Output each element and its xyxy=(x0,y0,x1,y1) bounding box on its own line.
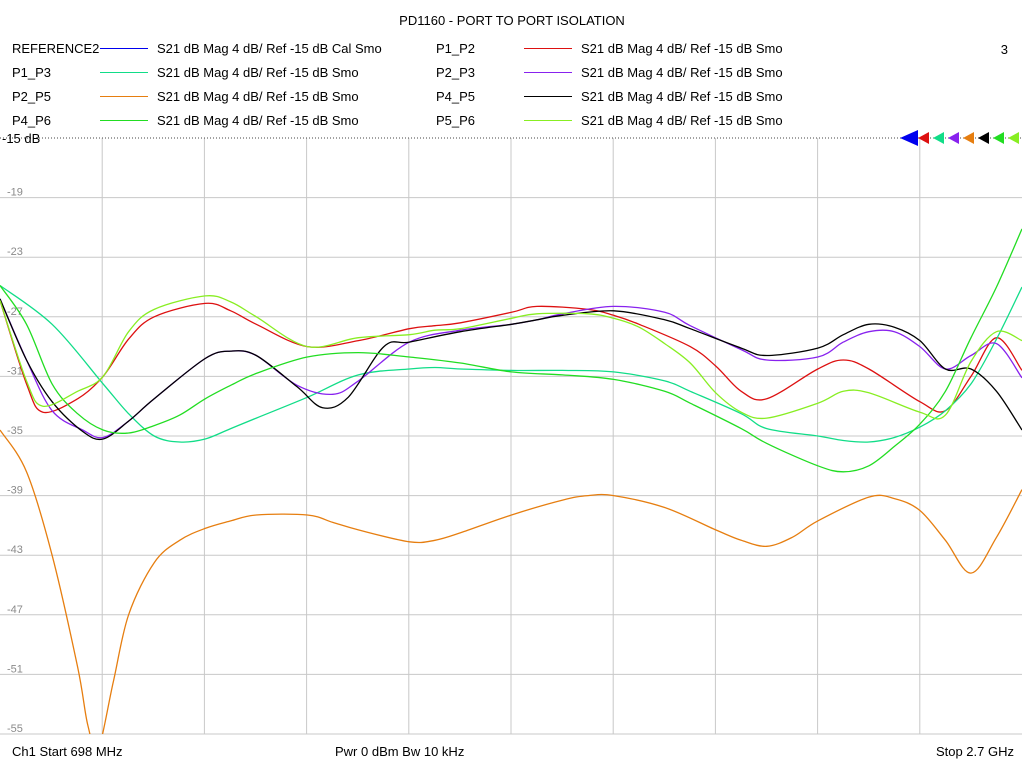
y-tick-label: -39 xyxy=(7,485,23,497)
reference-marker-p1-p2 xyxy=(918,132,929,144)
legend-item: P2_P5 S21 dB Mag 4 dB/ Ref -15 dB Smo xyxy=(12,89,432,107)
legend-series-desc: S21 dB Mag 4 dB/ Ref -15 dB Smo xyxy=(581,41,783,56)
y-tick-label: -51 xyxy=(7,663,23,675)
legend-series-desc: S21 dB Mag 4 dB/ Ref -15 dB Smo xyxy=(581,65,783,80)
reference-marker-reference2 xyxy=(900,130,918,146)
legend-series-desc: S21 dB Mag 4 dB/ Ref -15 dB Smo xyxy=(581,113,783,128)
legend-swatch xyxy=(100,72,148,73)
legend-item: P2_P3 S21 dB Mag 4 dB/ Ref -15 dB Smo xyxy=(436,65,856,83)
legend-series-desc: S21 dB Mag 4 dB/ Ref -15 dB Smo xyxy=(157,113,359,128)
y-tick-label: -47 xyxy=(7,604,23,616)
trace-p4-p6 xyxy=(0,228,1022,473)
legend-series-name: P4_P6 xyxy=(12,113,52,128)
trace-p1-p2 xyxy=(0,300,1022,414)
legend-series-name: P4_P5 xyxy=(436,89,476,104)
y-tick-label: -31 xyxy=(7,365,23,377)
footer-start: Ch1 Start 698 MHz xyxy=(12,744,123,759)
legend-item: P1_P2 S21 dB Mag 4 dB/ Ref -15 dB Smo xyxy=(436,41,856,59)
footer-stop: Stop 2.7 GHz xyxy=(935,744,1014,759)
legend-item: P4_P5 S21 dB Mag 4 dB/ Ref -15 dB Smo xyxy=(436,89,856,107)
legend-swatch xyxy=(524,72,572,73)
legend-item: P1_P3 S21 dB Mag 4 dB/ Ref -15 dB Smo xyxy=(12,65,432,83)
legend-series-name: P2_P5 xyxy=(12,89,52,104)
channel-number: 3 xyxy=(1000,42,1008,57)
legend-series-name: P1_P2 xyxy=(436,41,476,56)
legend-swatch xyxy=(100,96,148,97)
legend-item: REFERENCE2 S21 dB Mag 4 dB/ Ref -15 dB Ca… xyxy=(12,41,432,59)
reference-marker-p5-p6 xyxy=(1008,132,1019,144)
y-tick-label: -19 xyxy=(7,187,23,199)
legend-series-desc: S21 dB Mag 4 dB/ Ref -15 dB Smo xyxy=(157,89,359,104)
reference-marker-p4-p6 xyxy=(993,132,1004,144)
reference-label: -15 dB xyxy=(2,131,40,146)
legend-swatch xyxy=(524,48,572,49)
legend-series-name: P5_P6 xyxy=(436,113,476,128)
legend-swatch xyxy=(100,48,148,49)
legend-series-desc: S21 dB Mag 4 dB/ Ref -15 dB Smo xyxy=(581,89,783,104)
trace-p4-p5 xyxy=(0,298,1022,441)
reference-marker-p2-p3 xyxy=(948,132,959,144)
legend-swatch xyxy=(100,120,148,121)
legend-series-name: P2_P3 xyxy=(436,65,476,80)
legend-series-name: REFERENCE2 xyxy=(12,41,100,56)
reference-marker-p4-p5 xyxy=(978,132,989,144)
reference-marker-p2-p5 xyxy=(963,132,974,144)
chart-title: PD1160 - PORT TO PORT ISOLATION xyxy=(399,13,625,28)
y-tick-label: -27 xyxy=(7,306,23,318)
legend-series-name: P1_P3 xyxy=(12,65,52,80)
y-tick-label: -23 xyxy=(7,246,23,258)
legend-swatch xyxy=(524,120,572,121)
legend-item: P4_P6 S21 dB Mag 4 dB/ Ref -15 dB Smo xyxy=(12,113,432,131)
y-tick-label: -43 xyxy=(7,544,23,556)
legend-swatch xyxy=(524,96,572,97)
trace-p1-p3 xyxy=(0,284,1022,443)
legend-series-desc: S21 dB Mag 4 dB/ Ref -15 dB Cal Smo xyxy=(157,41,382,56)
trace-p5-p6 xyxy=(0,295,1022,420)
legend-series-desc: S21 dB Mag 4 dB/ Ref -15 dB Smo xyxy=(157,65,359,80)
reference-marker-p1-p3 xyxy=(933,132,944,144)
trace-p2-p5 xyxy=(0,429,1022,734)
footer-power: Pwr 0 dBm Bw 10 kHz xyxy=(335,744,465,759)
legend-item: P5_P6 S21 dB Mag 4 dB/ Ref -15 dB Smo xyxy=(436,113,856,131)
y-tick-label: -35 xyxy=(7,425,23,437)
y-tick-label: -55 xyxy=(7,723,23,735)
